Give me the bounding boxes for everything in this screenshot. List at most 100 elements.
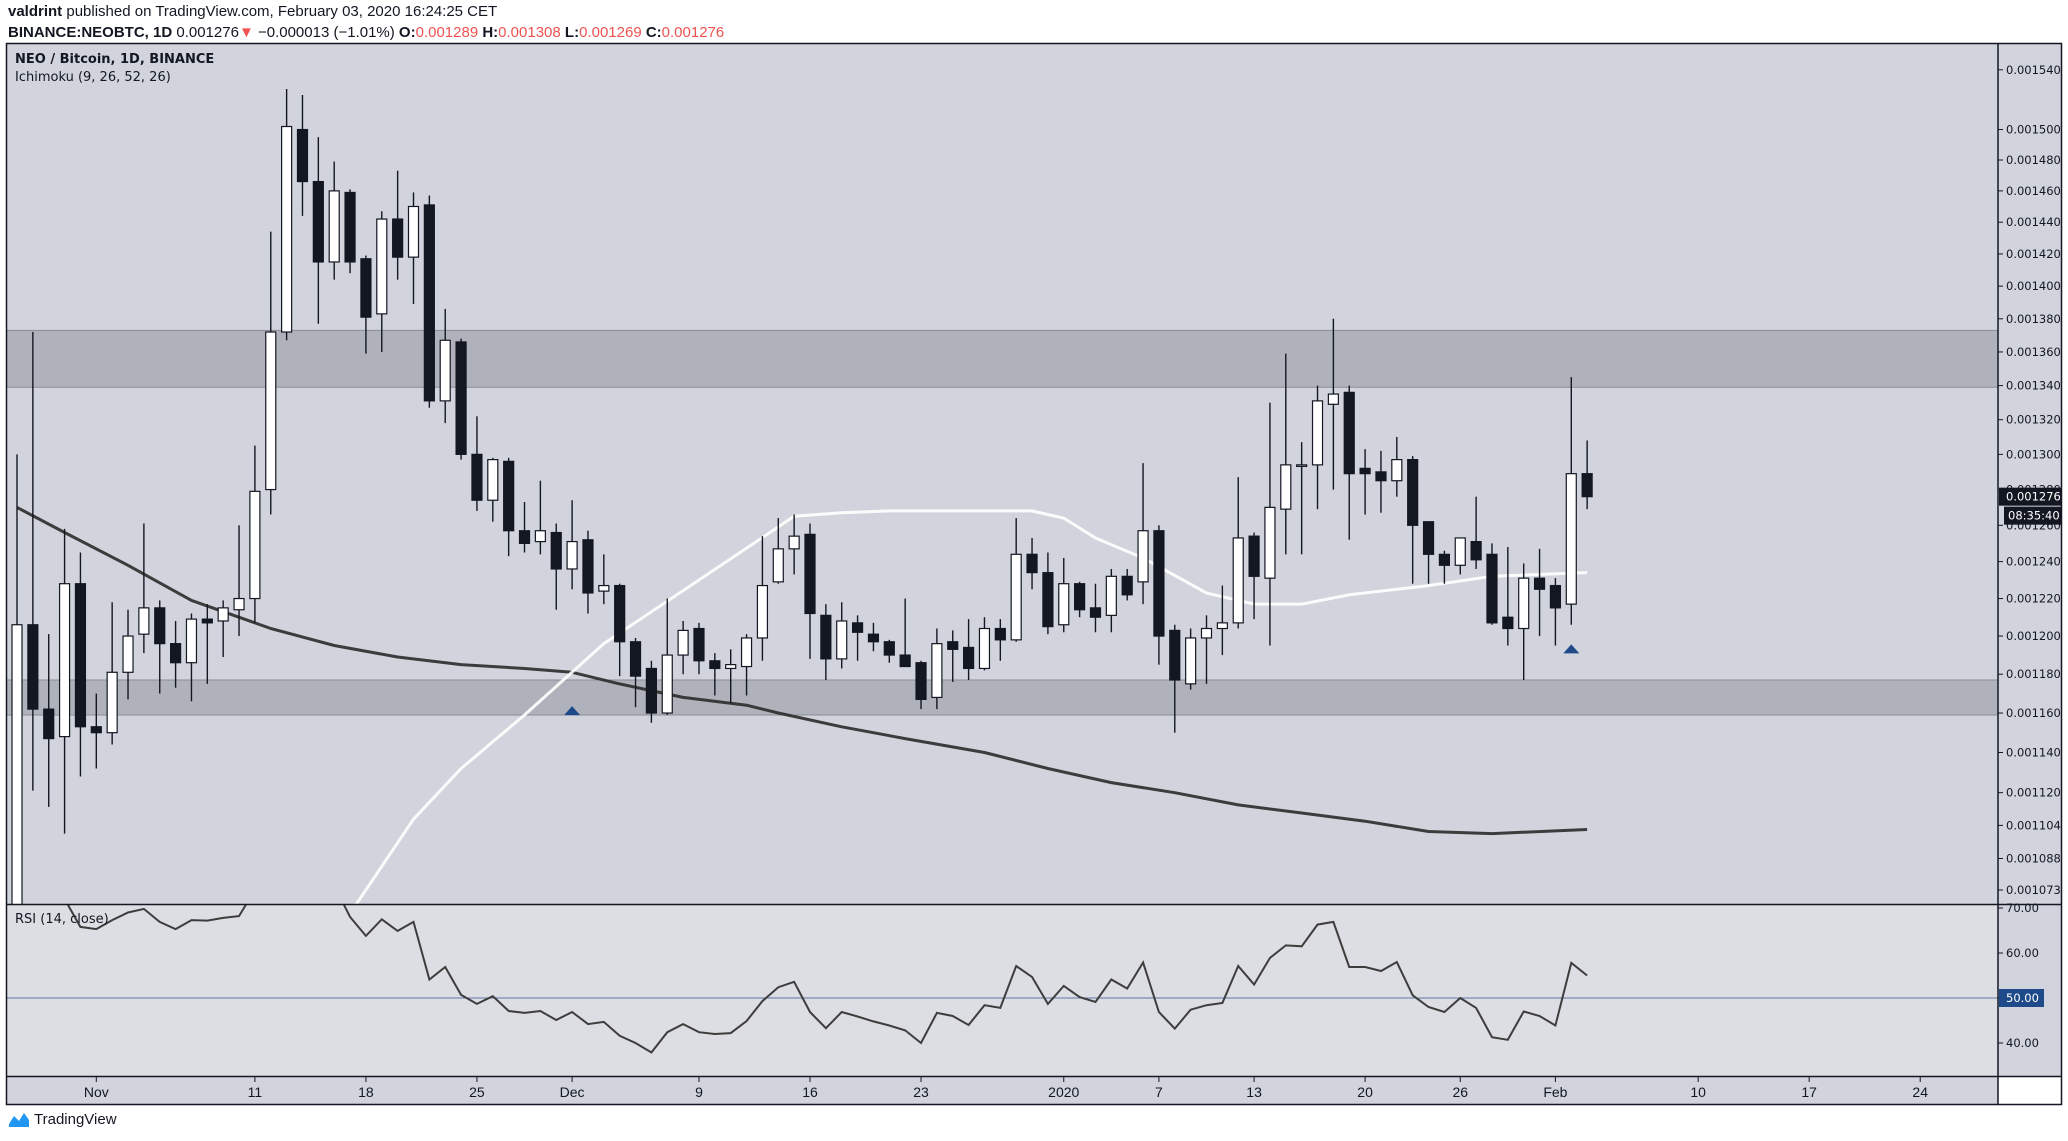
candle-bull xyxy=(534,530,546,543)
candle xyxy=(582,530,594,614)
candle-bear xyxy=(170,643,182,664)
candle-bear xyxy=(1169,629,1181,681)
candle-bear xyxy=(1470,540,1482,561)
symbol-info: BINANCE:NEOBTC, 1D 0.001276▼ −0.000013 (… xyxy=(8,24,724,41)
candle-bull xyxy=(439,339,451,402)
candle-bull xyxy=(185,618,198,664)
candle xyxy=(455,338,467,460)
candle-bear xyxy=(915,662,927,700)
candle-bear xyxy=(471,453,483,501)
candle-bear xyxy=(1089,607,1102,618)
candle-bull xyxy=(1454,537,1466,566)
candle xyxy=(43,634,55,807)
candle xyxy=(154,600,166,694)
candle xyxy=(90,693,102,769)
price-tick-label: 0.001240 xyxy=(2006,555,2061,569)
time-tick-label: 24 xyxy=(1912,1084,1928,1100)
candle-bear xyxy=(1375,471,1387,482)
candle xyxy=(439,308,451,424)
candle-bull xyxy=(138,607,150,635)
candle xyxy=(931,628,943,710)
time-tick-label: 17 xyxy=(1801,1084,1817,1100)
price-tick-label: 0.001180 xyxy=(2006,667,2061,681)
candle xyxy=(947,630,959,682)
candle-bear xyxy=(550,531,562,570)
price-tick-label: 0.001220 xyxy=(2006,592,2061,606)
countdown-box xyxy=(2004,506,2061,525)
candle-bull xyxy=(1280,464,1292,510)
price-tick-label: 0.001140 xyxy=(2006,746,2061,760)
time-tick-label: 26 xyxy=(1452,1084,1468,1100)
candle-bear xyxy=(43,708,55,740)
price-pane[interactable] xyxy=(7,44,1998,904)
candle-bear xyxy=(629,641,642,677)
candle-bull xyxy=(1010,553,1022,641)
candle xyxy=(566,500,578,590)
candles xyxy=(11,89,1593,904)
candle xyxy=(550,523,562,610)
candle-bull xyxy=(566,540,578,570)
candle-bull xyxy=(1391,459,1403,482)
candle xyxy=(487,457,499,522)
candle xyxy=(1311,385,1324,510)
candle xyxy=(725,649,737,704)
candle xyxy=(1058,557,1070,633)
candle xyxy=(1470,496,1482,569)
rsi-plot xyxy=(7,905,1998,1054)
rsi-legend[interactable]: RSI (14, close) xyxy=(15,912,109,927)
candle xyxy=(1375,450,1387,513)
candle-bear xyxy=(994,627,1006,641)
candle-bear xyxy=(74,583,87,728)
price-tick-label: 0.001440 xyxy=(2006,215,2061,229)
candle xyxy=(772,518,784,584)
candle-bear xyxy=(962,646,975,670)
candle xyxy=(645,660,658,723)
time-axis[interactable] xyxy=(7,1077,1998,1104)
candle-bull xyxy=(376,218,388,315)
candle xyxy=(804,523,816,659)
candle-bull xyxy=(1200,627,1213,639)
candle xyxy=(756,536,769,661)
candle xyxy=(1549,578,1562,646)
candle-bull xyxy=(1058,583,1070,626)
candle-bear xyxy=(154,607,166,645)
candle-bull xyxy=(756,584,769,639)
candle xyxy=(693,622,705,675)
candle-bear xyxy=(947,641,959,650)
price-tick-label: 0.001300 xyxy=(2006,447,2061,461)
high-value: 0.001308 xyxy=(498,24,561,41)
candle-bull xyxy=(407,205,420,258)
low-label: L: xyxy=(564,24,580,41)
price-tick-label: 0.001420 xyxy=(2006,247,2061,261)
candle xyxy=(249,445,261,623)
candle-bear xyxy=(344,191,356,263)
markers xyxy=(564,644,1580,716)
candle-bull xyxy=(1232,537,1244,624)
price-tick-label: 0.001104 xyxy=(2006,818,2061,832)
price-tick-label: 0.001380 xyxy=(2006,312,2061,326)
candle xyxy=(1391,436,1403,497)
candle xyxy=(629,637,642,708)
time-tick-label: Feb xyxy=(1543,1084,1567,1100)
candle xyxy=(1105,568,1117,633)
candle xyxy=(661,598,673,715)
time-tick-label: 16 xyxy=(802,1084,818,1100)
candle-bear xyxy=(614,584,626,643)
candle-bull xyxy=(265,331,277,491)
tradingview-logo[interactable]: TradingView xyxy=(8,1110,117,1128)
candle xyxy=(1327,318,1339,490)
publish-text: published on TradingView.com, February 0… xyxy=(66,3,498,20)
candle-bear xyxy=(1438,553,1451,566)
candle-bear xyxy=(899,654,911,668)
rsi-pane[interactable] xyxy=(7,905,1998,1076)
candle xyxy=(423,195,435,408)
indicator-legend[interactable]: Ichimoku (9, 26, 52, 26) xyxy=(15,70,171,85)
time-tick-label: Dec xyxy=(560,1084,585,1100)
author-name[interactable]: valdrint xyxy=(8,3,63,20)
candle-bull xyxy=(11,624,23,904)
price-tick-label: 0.001360 xyxy=(2006,345,2061,359)
candle-bear xyxy=(1026,553,1038,574)
candle-bull xyxy=(931,643,943,699)
candle-bull xyxy=(598,584,610,592)
